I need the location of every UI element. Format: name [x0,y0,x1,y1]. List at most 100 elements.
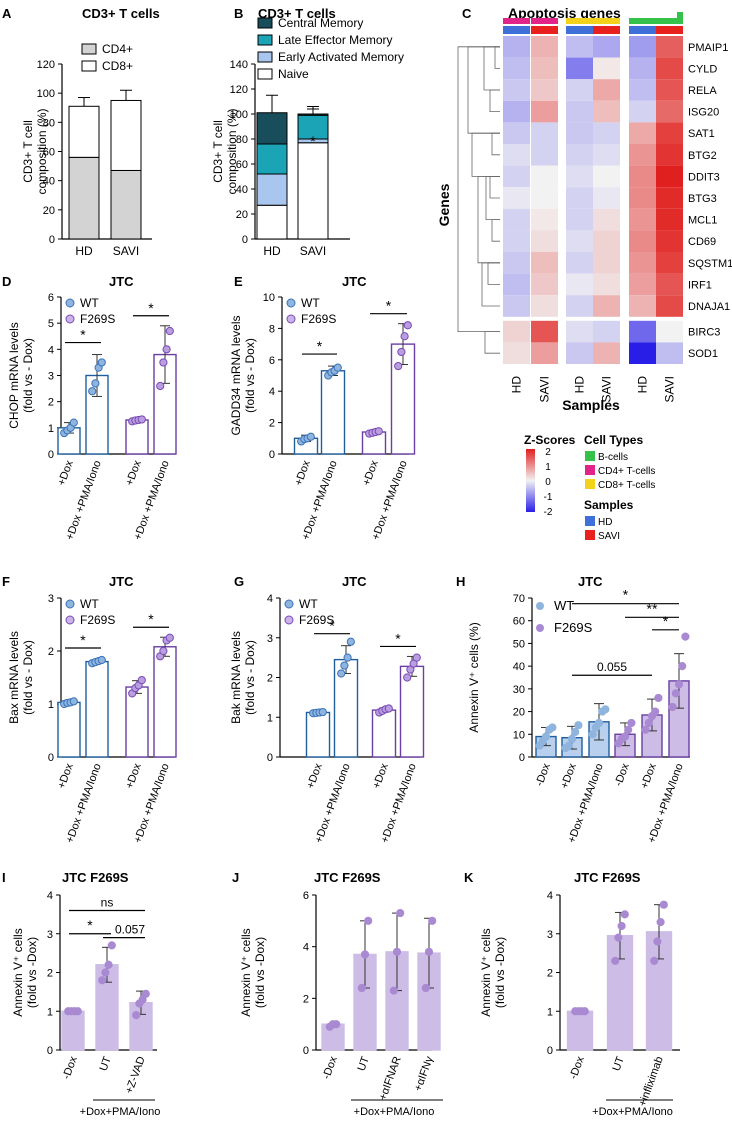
zscore-tick: -1 [544,492,553,503]
dendrogram-branch [489,89,500,112]
chart-panel-I: 0 1 2 3 4 Annexin V⁺ cells (fold vs -Dox) JTC F… [2,870,160,1118]
y-axis-label: CHOP mRNA levels [7,322,21,428]
data-point [137,676,146,685]
y-tick-label: 4 [47,890,53,902]
heatmap-cell [531,100,558,123]
heatmap-cell [656,273,683,296]
y-axis-label: CD3+ T cell [211,120,225,183]
heatmap-cell [566,165,593,188]
data-point [156,381,165,391]
data-point [567,734,577,743]
legend-label-f269s: F269S [80,613,115,627]
data-point [644,718,653,728]
chart-panel-D: 0 1 2 3 4 5 6 CHOP mRNA levels (fold vs - Dox) JT… [2,274,177,542]
heatmap-cell [503,230,530,252]
legend-marker-wt [284,599,294,609]
heatmap-cell [503,144,530,166]
x-tick-label: +Dox [56,458,76,487]
y-tick-label: 0 [267,752,273,764]
data-point [421,983,430,993]
data-point [424,947,434,956]
data-point [397,347,406,357]
heatmap-cell [503,295,530,317]
y-tick-label: 2 [47,968,53,980]
data-point [580,1007,589,1016]
y-axis-label: composition (%) [225,108,239,194]
legend-label-1: Early Activated Memory [278,50,404,64]
y-axis-label: (fold vs - Dox) [243,640,257,715]
heatmap-cell [629,230,656,252]
celltype-strip [593,18,620,24]
heatmap-cell [531,295,558,317]
x-tick-label: +Dox [639,761,659,790]
group-label: +Dox+PMA/Iono [592,1106,673,1118]
data-point [69,697,78,706]
panel-title: JTC [342,274,367,289]
data-point [384,704,393,713]
heatmap-cell [531,144,558,166]
y-tick-label: 120 [230,84,248,96]
x-tick-label: UT [356,1055,372,1073]
sample-swatch [585,516,595,526]
legend-label-3: Central Memory [278,16,363,30]
heatmap-cell [656,144,683,166]
data-point [364,916,373,925]
bar [61,1010,85,1051]
bar [566,1010,594,1051]
bar [85,660,109,758]
data-point [654,693,663,703]
heatmap-cell [566,144,593,166]
gene-label: ISG20 [688,107,719,119]
data-point [611,956,620,965]
legend-label-f269s: F269S [554,620,593,635]
y-axis-label: Annexin V⁺ cells (%) [467,622,481,732]
legend-label-wt: WT [80,597,99,611]
y-tick-label: 0 [303,1045,309,1057]
celltype-strip [503,18,530,24]
gene-label: DDIT3 [688,171,720,183]
x-tick-label: +Dox [305,761,325,790]
y-tick-label: 6 [269,355,275,367]
heatmap-cell [656,252,683,274]
heatmap-cell [593,122,620,144]
chart-panel-F: 0 1 2 3 Bax mRNA levels (fold vs - Dox) JTC F +D… [2,574,177,845]
dendrogram [457,46,500,354]
sample-label: HD [573,376,587,394]
bar [305,711,331,758]
heatmap-cell [593,273,620,296]
panel-letter: J [232,870,239,885]
group-label: +Dox+PMA/Iono [80,1106,161,1118]
panel-letter: E [234,274,243,289]
significance-label: * [80,632,86,648]
y-tick-label: 0 [49,234,55,246]
heatmap-cell [503,342,530,364]
data-point [403,673,412,682]
y-tick-label: 4 [267,593,273,605]
y-tick-label: 20 [513,707,525,719]
dendrogram-branch [489,176,500,199]
heatmap-cell [593,79,620,101]
heatmap-cell [656,320,683,343]
x-tick-label: -Dox [568,1054,587,1080]
y-tick-label: 40 [43,176,55,188]
data-point [337,669,346,678]
heatmap-cell [503,36,530,58]
legend-swatch [257,68,273,80]
y-tick-label: 3 [267,633,273,645]
celltype-swatch [585,479,595,489]
y-tick-label: 3 [547,929,553,941]
y-tick-label: 120 [37,59,55,71]
y-tick-label: 2 [267,673,273,685]
y-tick-label: 8 [269,323,275,335]
bar-segment-naive [256,204,288,240]
x-tick-label: +Dox [559,761,579,790]
y-tick-label: 140 [230,59,248,71]
data-point [104,960,113,969]
y-tick-label: 4 [303,942,309,954]
gene-label: SQSTM1 [688,258,732,270]
sample-strip [593,26,620,34]
heatmap-cell [503,273,530,296]
bar-segment-early-activated-memory [256,173,288,206]
celltypes-title: Cell Types [584,433,643,447]
bar-segment-central-memory [297,113,329,116]
